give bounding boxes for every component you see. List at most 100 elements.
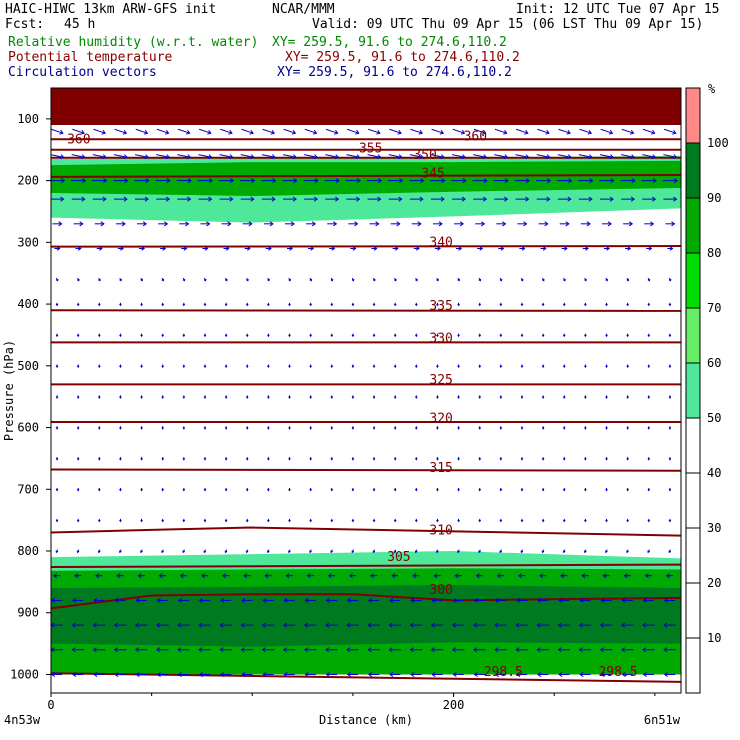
wind-vector-350 — [478, 426, 482, 430]
wind-vector-134 — [348, 221, 359, 227]
wind-vector-26 — [600, 128, 614, 135]
wind-vector-361 — [76, 457, 80, 461]
wind-vector-590 — [473, 647, 486, 653]
colorbar-tick-label-10: 10 — [707, 631, 721, 645]
wind-vector-326 — [605, 395, 608, 399]
rh-band-2 — [51, 160, 681, 197]
wind-vector-173 — [540, 246, 547, 251]
wind-vector-72 — [303, 178, 319, 184]
contour-label-6: 335 — [429, 299, 452, 314]
wind-vector-591 — [494, 647, 507, 653]
wind-vector-64 — [134, 178, 150, 184]
wind-vector-73 — [324, 178, 340, 184]
rh-field-xy: XY= 259.5, 91.6 to 274.6,110.2 — [272, 35, 507, 50]
wind-vector-242 — [97, 333, 101, 338]
wind-vector-158 — [223, 246, 230, 251]
wind-vector-624 — [558, 671, 570, 677]
wind-vector-251 — [288, 333, 291, 338]
wind-vector-293 — [541, 364, 545, 368]
vector-field-xy: XY= 259.5, 91.6 to 274.6,110.2 — [277, 65, 512, 80]
wind-vector-422 — [97, 518, 101, 523]
colorbar-unit: % — [708, 82, 716, 96]
wind-vector-319 — [457, 395, 460, 399]
wind-vector-84 — [557, 178, 573, 184]
colorbar-tick-label-60: 60 — [707, 356, 721, 370]
wind-vector-252 — [309, 333, 312, 338]
wind-vector-280 — [267, 364, 270, 368]
svg-text:335: 335 — [429, 299, 452, 314]
wind-vector-202 — [520, 277, 524, 282]
wind-vector-538 — [642, 597, 654, 603]
wind-vector-414 — [562, 487, 566, 492]
wind-vector-456 — [182, 549, 185, 554]
wind-vector-74 — [345, 178, 361, 184]
wind-vector-443 — [541, 518, 545, 523]
wind-vector-494 — [348, 573, 357, 579]
colorbar-bin-50 — [686, 363, 700, 418]
wind-vector-25 — [579, 128, 593, 135]
wind-vector-255 — [372, 333, 376, 338]
wind-vector-284 — [351, 364, 355, 368]
wind-vector-572 — [92, 647, 106, 653]
wind-vector-229 — [457, 302, 460, 307]
wind-vector-278 — [224, 364, 228, 368]
wind-vector-358 — [647, 426, 651, 430]
wind-vector-253 — [330, 333, 334, 338]
wind-vector-305 — [161, 395, 165, 399]
wind-vector-480 — [52, 573, 61, 579]
wind-vector-385 — [584, 457, 587, 461]
wind-vector-41 — [282, 154, 297, 160]
svg-text:325: 325 — [429, 373, 452, 388]
y-tick-label-800: 800 — [17, 544, 39, 558]
wind-vector-442 — [520, 518, 524, 523]
wind-vector-411 — [499, 487, 503, 492]
wind-vector-528 — [431, 597, 443, 603]
theta-contour-345 — [50, 174, 682, 178]
wind-vector-552 — [303, 622, 317, 628]
wind-vector-267 — [626, 333, 629, 338]
wind-vector-126 — [179, 221, 190, 227]
wind-vector-615 — [367, 671, 380, 677]
wind-vector-437 — [414, 518, 418, 523]
contour-label-14: 298.5 — [484, 665, 523, 680]
wind-vector-18 — [431, 128, 445, 135]
wind-vector-420 — [55, 518, 59, 523]
theta-contour-300 — [50, 593, 682, 610]
contour-label-10: 315 — [429, 461, 452, 476]
wind-vector-560 — [473, 622, 486, 628]
wind-vector-483 — [116, 573, 124, 579]
wind-vector-440 — [478, 518, 482, 523]
contour-label-4: 345 — [421, 166, 444, 181]
wind-vector-101 — [283, 196, 297, 202]
svg-text:310: 310 — [429, 523, 452, 538]
contour-label-5: 340 — [429, 236, 452, 251]
section-end-label: 6n51w — [644, 713, 681, 727]
wind-vector-23 — [537, 128, 550, 135]
wind-vector-247 — [203, 333, 207, 338]
wind-vector-467 — [414, 549, 418, 554]
wind-vector-190 — [267, 277, 270, 282]
wind-vector-256 — [393, 333, 397, 338]
wind-vector-499 — [454, 573, 462, 579]
wind-vector-333 — [119, 426, 122, 430]
wind-vector-392 — [97, 487, 101, 492]
wind-vector-375 — [372, 457, 376, 461]
wind-vector-378 — [436, 457, 439, 461]
wind-vector-366 — [182, 457, 186, 461]
wind-vector-343 — [330, 426, 334, 430]
wind-vector-556 — [388, 622, 402, 628]
wind-vector-348 — [436, 426, 439, 430]
wind-vector-136 — [390, 221, 401, 227]
colorbar-bin-90 — [686, 143, 700, 198]
wind-vector-206 — [605, 277, 608, 282]
wind-vector-222 — [309, 302, 312, 307]
wind-vector-559 — [451, 622, 465, 628]
wind-vector-383 — [541, 457, 545, 461]
contour-label-layer: 360 355 350 360 345 340 335 330 325 320 315 310 305 3… — [67, 129, 638, 680]
axis-layer: 100 200 300 400 500 600 700 800 900 1000 0 200 — [10, 112, 656, 712]
wind-vector-279 — [245, 364, 249, 368]
wind-vector-340 — [267, 426, 270, 430]
wind-vector-106 — [388, 196, 403, 202]
wind-vector-551 — [282, 622, 296, 628]
wind-vector-269 — [668, 333, 672, 338]
